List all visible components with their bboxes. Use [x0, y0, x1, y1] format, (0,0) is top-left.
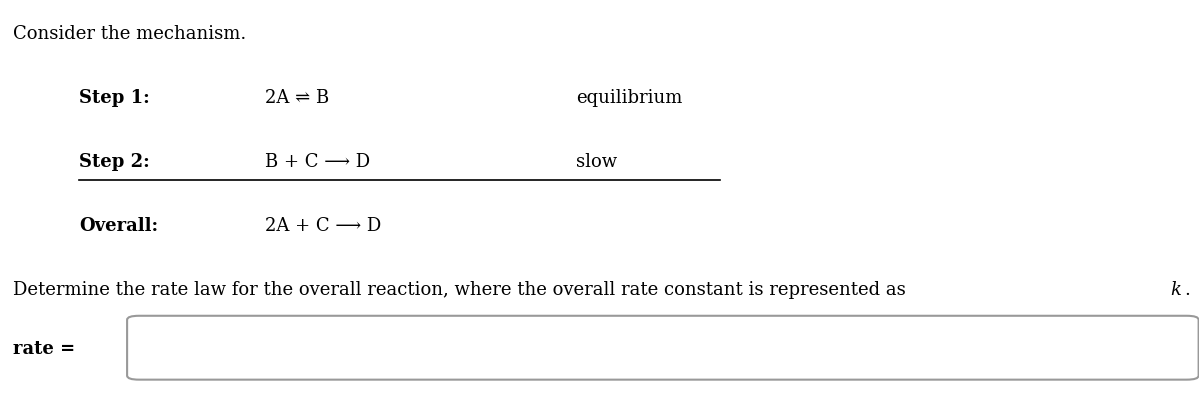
- FancyBboxPatch shape: [127, 316, 1199, 380]
- Text: Consider the mechanism.: Consider the mechanism.: [13, 25, 247, 43]
- Text: slow: slow: [576, 153, 617, 171]
- Text: equilibrium: equilibrium: [576, 89, 683, 107]
- Text: Overall:: Overall:: [79, 217, 158, 234]
- Text: rate =: rate =: [13, 339, 76, 357]
- Text: .: .: [1184, 280, 1190, 298]
- Text: k: k: [1170, 280, 1181, 298]
- Text: Step 2:: Step 2:: [79, 153, 150, 171]
- Text: Step 1:: Step 1:: [79, 89, 150, 107]
- Text: Determine the rate law for the overall reaction, where the overall rate constant: Determine the rate law for the overall r…: [13, 280, 912, 298]
- Text: 2A + C ⟶ D: 2A + C ⟶ D: [265, 217, 382, 234]
- Text: B + C ⟶ D: B + C ⟶ D: [265, 153, 370, 171]
- Text: 2A ⇌ B: 2A ⇌ B: [265, 89, 329, 107]
